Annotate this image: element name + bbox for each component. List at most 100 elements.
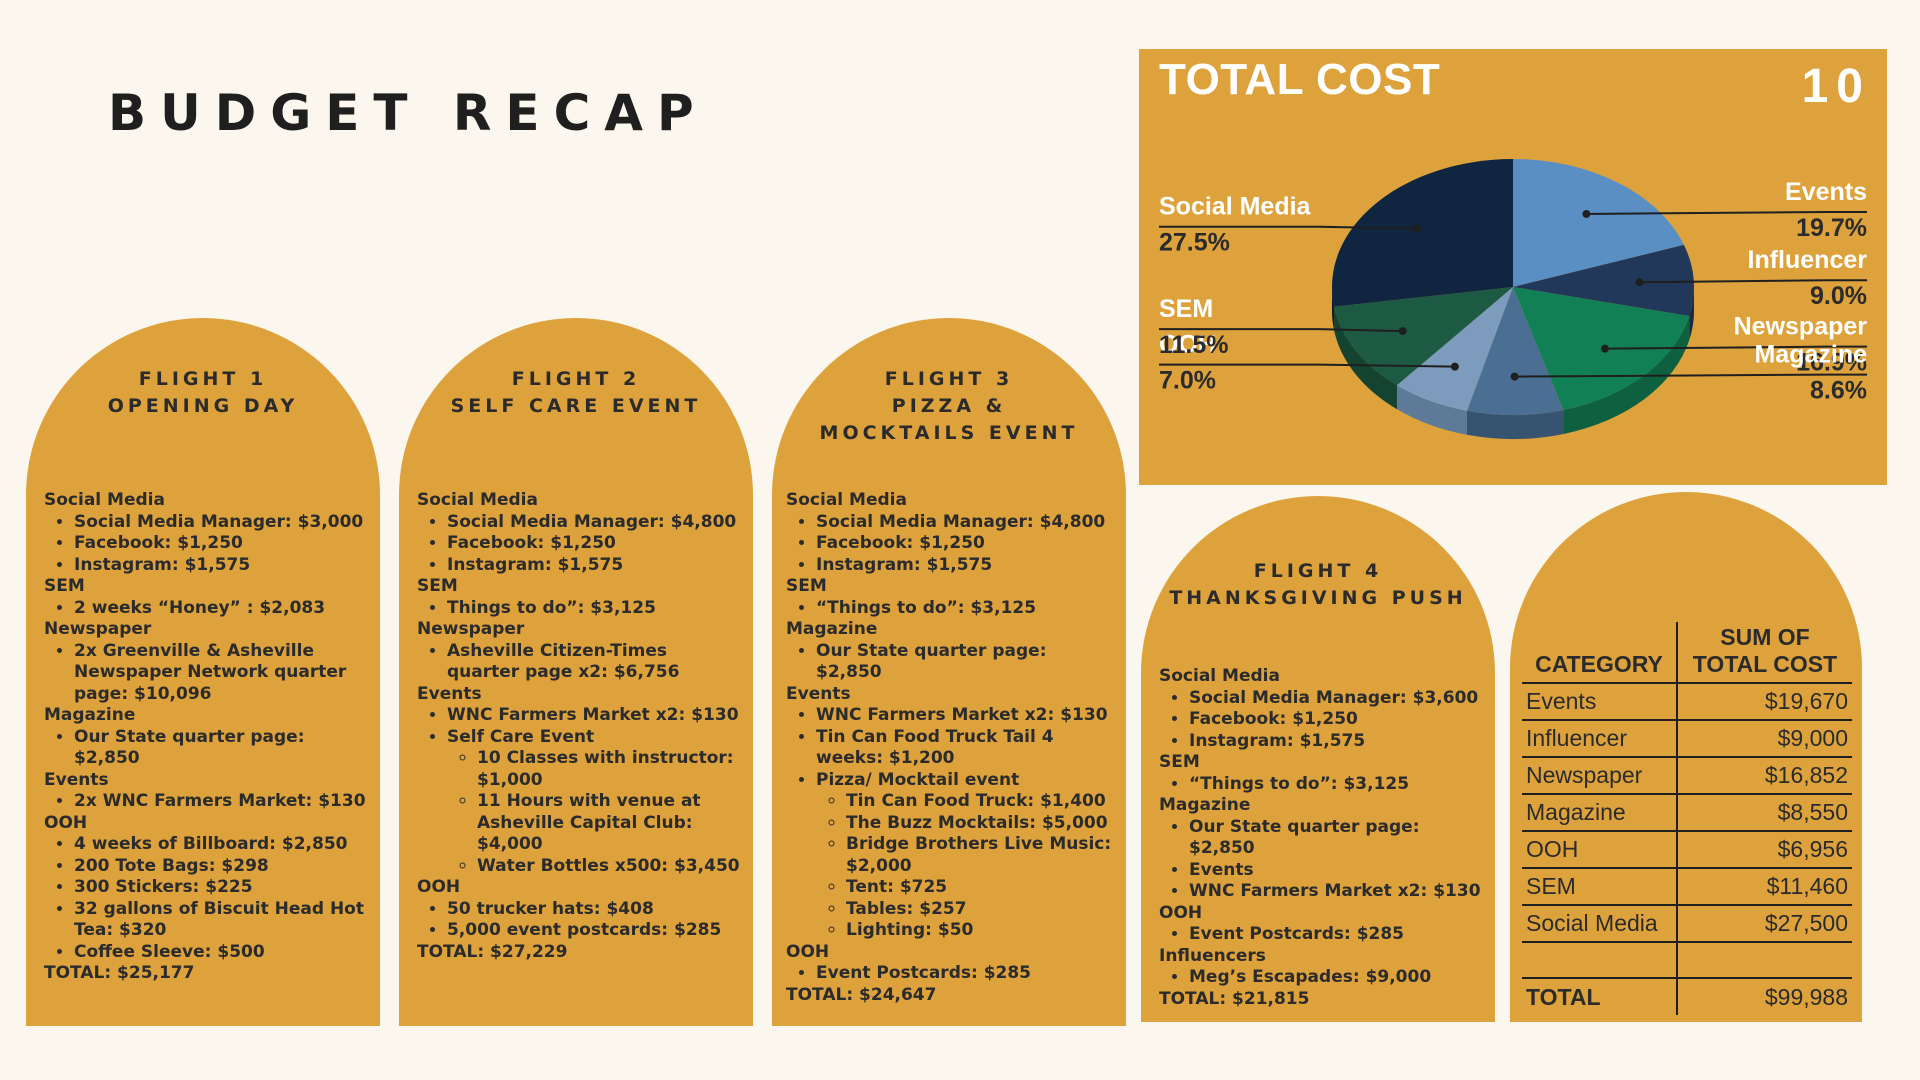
line-item-list: Social Media Manager: $4,800Facebook: $1… xyxy=(786,512,1114,577)
line-item-list: 2 weeks “Honey” : $2,083 xyxy=(44,598,368,620)
sub-line-item: Tables: $257 xyxy=(846,899,1114,921)
flight-details: Social MediaSocial Media Manager: $3,600… xyxy=(1159,666,1483,1010)
flight-card-2: FLIGHT 2 SELF CARE EVENT Social MediaSoc… xyxy=(399,318,753,1026)
line-item-list: Social Media Manager: $3,000Facebook: $1… xyxy=(44,512,368,577)
flight-title: FLIGHT 2 SELF CARE EVENT xyxy=(450,368,702,417)
line-item-list: Event Postcards: $285 xyxy=(786,963,1114,985)
line-item-list: “Things to do”: $3,125 xyxy=(786,598,1114,620)
table-row: Social Media $27,500 xyxy=(1522,905,1852,943)
line-item: 4 weeks of Billboard: $2,850 xyxy=(74,834,368,856)
flight-card-3: FLIGHT 3 PIZZA & MOCKTAILS EVENT Social … xyxy=(772,318,1126,1026)
total-cost-chart-panel: TOTAL COST 10 Events 19.7% Influencer 9.0% N… xyxy=(1139,49,1887,485)
flight-title: FLIGHT 1 OPENING DAY xyxy=(107,368,299,417)
total-label: TOTAL xyxy=(1522,978,1678,1015)
pie-slice-social-media xyxy=(1332,159,1513,307)
category-cell: Newspaper xyxy=(1522,757,1678,795)
section-heading: OOH xyxy=(417,877,461,897)
line-item-list: WNC Farmers Market x2: $130Tin Can Food … xyxy=(786,705,1114,942)
column-header-sum: SUM OF TOTAL COST xyxy=(1677,622,1852,684)
line-item-list: Asheville Citizen-Times quarter page x2:… xyxy=(417,641,741,684)
table-total-row: TOTAL $99,988 xyxy=(1522,978,1852,1015)
section-heading: Magazine xyxy=(44,705,136,725)
category-cell: SEM xyxy=(1522,868,1678,906)
section-heading: SEM xyxy=(1159,752,1200,772)
line-item: WNC Farmers Market x2: $130 xyxy=(1189,881,1483,903)
slice-percent: 11.5% xyxy=(1159,331,1229,359)
leader-dot xyxy=(1635,278,1644,287)
total-value: $99,988 xyxy=(1764,983,1848,1010)
line-item: Things to do”: $3,125 xyxy=(447,598,741,620)
category-cell: Magazine xyxy=(1522,794,1678,832)
pie-side-newspaper xyxy=(1563,316,1690,434)
line-item: 2 weeks “Honey” : $2,083 xyxy=(74,598,368,620)
line-item: Meg’s Escapades: $9,000 xyxy=(1189,967,1483,989)
flight-card-4: FLIGHT 4 THANKSGIVING PUSH Social MediaS… xyxy=(1141,496,1495,1022)
table-row: Events $19,670 xyxy=(1522,683,1852,721)
slice-label: Newspaper xyxy=(1734,313,1868,341)
flight-title: FLIGHT 3 PIZZA & MOCKTAILS EVENT xyxy=(819,368,1079,444)
sub-line-item: 10 Classes with instructor: $1,000 xyxy=(477,748,741,791)
flight-total: TOTAL: $25,177 xyxy=(44,963,195,983)
sub-line-item: Water Bottles x500: $3,450 xyxy=(477,856,741,878)
section-heading: Magazine xyxy=(1159,795,1251,815)
section-heading: Events xyxy=(44,769,109,790)
line-item-list: Meg’s Escapades: $9,000 xyxy=(1159,967,1483,989)
slice-percent: 7.0% xyxy=(1159,367,1216,395)
line-item: Social Media Manager: $4,800 xyxy=(816,512,1114,534)
line-item: Social Media Manager: $4,800 xyxy=(447,512,741,534)
cost-summary-table: CATEGORY SUM OF TOTAL COST Events $19,670… xyxy=(1522,622,1852,1015)
flight-details: Social MediaSocial Media Manager: $3,000… xyxy=(44,490,368,985)
section-heading: Social Media xyxy=(44,490,165,510)
section-heading: SEM xyxy=(417,576,458,596)
section-heading: Newspaper xyxy=(417,619,525,639)
line-item: 300 Stickers: $225 xyxy=(74,877,368,899)
slice-percent: 27.5% xyxy=(1159,229,1230,257)
sub-line-item: The Buzz Mocktails: $5,000 xyxy=(846,813,1114,835)
value-cell: $27,500 xyxy=(1677,905,1852,943)
section-heading: Events xyxy=(786,683,851,704)
leader-line xyxy=(1159,225,1417,230)
line-item: Event Postcards: $285 xyxy=(1189,924,1483,946)
slice-percent: 19.7% xyxy=(1796,214,1867,242)
leader-dot xyxy=(1398,327,1407,336)
value-cell: $19,670 xyxy=(1677,683,1852,721)
line-item: Instagram: $1,575 xyxy=(816,555,1114,577)
flight-total: TOTAL: $21,815 xyxy=(1159,988,1310,1009)
flight-card-1: FLIGHT 1 OPENING DAY Social MediaSocial … xyxy=(26,318,380,1026)
line-item: Event Postcards: $285 xyxy=(816,963,1114,985)
chart-title: TOTAL COST xyxy=(1159,55,1441,104)
line-item: Instagram: $1,575 xyxy=(447,555,741,577)
category-cell: OOH xyxy=(1522,831,1678,869)
sub-line-item: Tent: $725 xyxy=(846,877,1114,899)
slice-percent: 16.9% xyxy=(1796,349,1867,377)
spacer-cell xyxy=(1522,942,1678,979)
section-heading: OOH xyxy=(44,812,88,833)
line-item-list: Social Media Manager: $4,800Facebook: $1… xyxy=(417,512,741,577)
pie-slice-ooh xyxy=(1396,287,1513,411)
sub-line-item: Bridge Brothers Live Music: $2,000 xyxy=(846,834,1114,877)
line-item: 32 gallons of Biscuit Head Hot Tea: $320 xyxy=(74,899,368,942)
line-item-list: “Things to do”: $3,125 xyxy=(1159,774,1483,796)
pie-chart: Events 19.7% Influencer 9.0% Newspaper 16.9%M… xyxy=(1159,159,1868,439)
line-item-list: Our State quarter page: $2,850EventsWNC … xyxy=(1159,817,1483,903)
line-item-list: 2x WNC Farmers Market: $130 xyxy=(44,791,368,813)
pie-slice-influencer xyxy=(1513,244,1694,317)
category-cell: Influencer xyxy=(1522,720,1678,758)
line-item-list: Our State quarter page: $2,850 xyxy=(44,727,368,770)
line-item-list: Things to do”: $3,125 xyxy=(417,598,741,620)
line-item: 50 trucker hats: $408 xyxy=(447,899,741,921)
section-heading: SEM xyxy=(786,576,827,596)
leader-dot xyxy=(1600,344,1609,353)
section-heading: Events xyxy=(417,683,482,704)
section-heading: SEM xyxy=(44,576,85,596)
section-heading: Magazine xyxy=(786,619,878,639)
section-heading: OOH xyxy=(786,941,830,962)
section-heading: OOH xyxy=(1159,902,1203,923)
line-item: Facebook: $1,250 xyxy=(447,533,741,555)
table-spacer-row xyxy=(1522,942,1852,979)
line-item: 2x Greenville & Asheville Newspaper Netw… xyxy=(74,641,368,706)
value-cell: $9,000 xyxy=(1677,720,1852,758)
line-item: Instagram: $1,575 xyxy=(74,555,368,577)
line-item: Our State quarter page: $2,850 xyxy=(1189,817,1483,860)
line-item-list: Our State quarter page: $2,850 xyxy=(786,641,1114,684)
